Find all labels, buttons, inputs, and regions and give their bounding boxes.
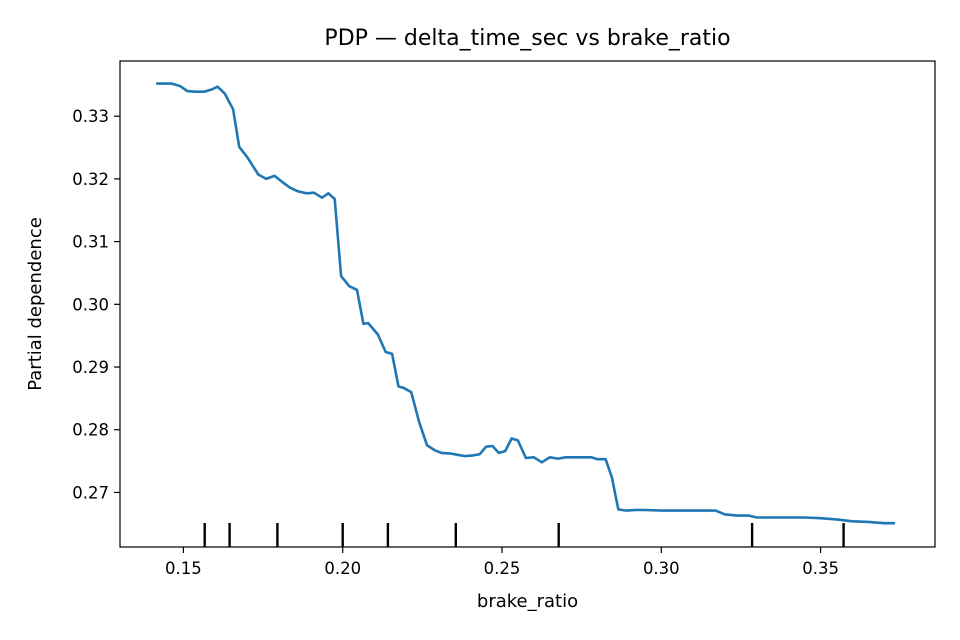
y-tick-label: 0.33	[72, 107, 109, 126]
y-tick-label: 0.30	[72, 295, 109, 314]
plot-area	[156, 82, 896, 547]
x-tick-label: 0.25	[484, 559, 521, 578]
x-tick-label: 0.15	[165, 559, 202, 578]
x-tick-label: 0.30	[643, 559, 680, 578]
x-tick-label: 0.35	[802, 559, 839, 578]
y-tick-label: 0.28	[72, 421, 109, 440]
axes-frame	[119, 60, 936, 548]
pdp-line	[156, 82, 896, 525]
y-tick-label: 0.29	[72, 358, 109, 377]
y-tick-label: 0.31	[72, 233, 109, 252]
x-axis: 0.15 0.20 0.25 0.30 0.35	[165, 547, 839, 578]
x-axis-label: brake_ratio	[477, 591, 578, 612]
y-tick-label: 0.32	[72, 170, 109, 189]
y-axis-label: Partial dependence	[25, 217, 46, 391]
x-tick-label: 0.20	[324, 559, 361, 578]
y-axis: 0.27 0.28 0.29 0.30 0.31 0.32 0.33	[72, 107, 120, 502]
y-tick-label: 0.27	[72, 483, 109, 502]
chart-title: PDP — delta_time_sec vs brake_ratio	[324, 26, 730, 51]
